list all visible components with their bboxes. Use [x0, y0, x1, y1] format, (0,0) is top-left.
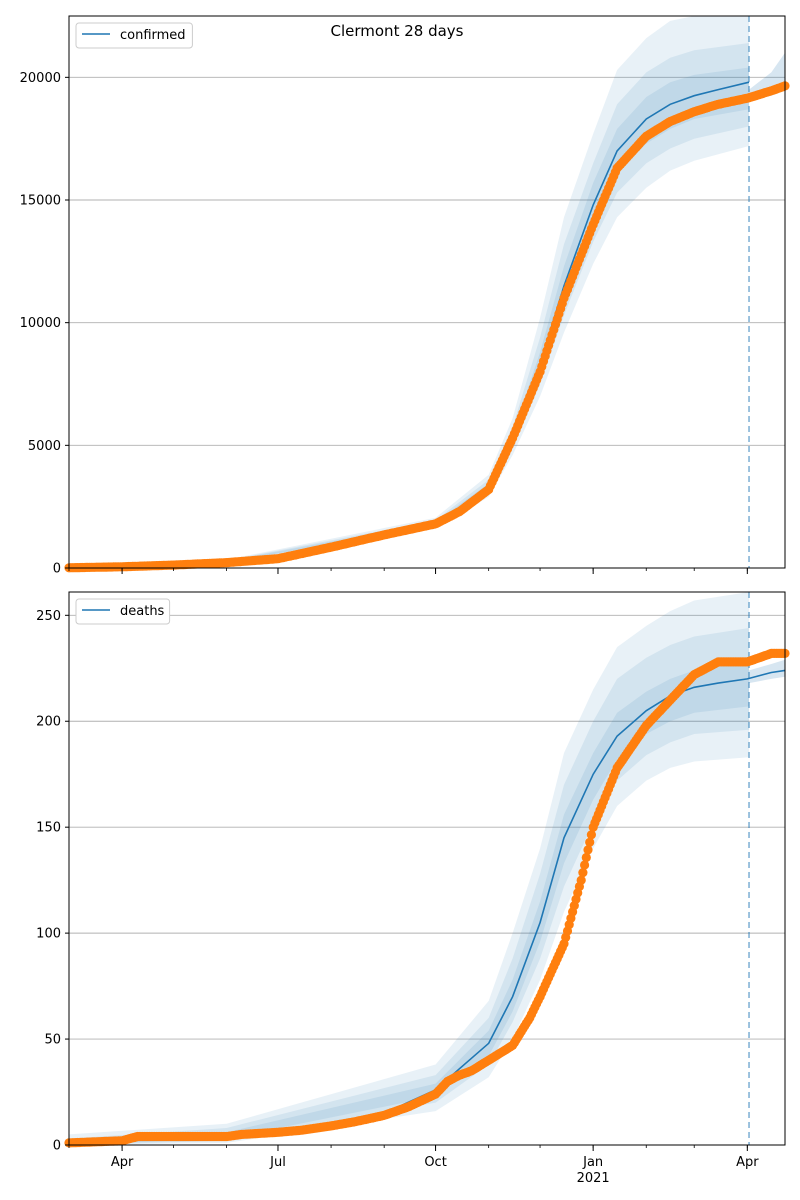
deaths-legend-label: deaths — [120, 604, 165, 619]
deaths-legend: deaths — [75, 598, 171, 625]
confirmed-legend-box — [75, 22, 193, 49]
confirmed-band-2 — [69, 67, 749, 568]
chart-title: Clermont 28 days — [331, 22, 464, 40]
x-tick-label-3: Jan — [582, 1155, 603, 1170]
deaths-y-tick-label-2: 100 — [36, 927, 61, 942]
deaths-axes-frame — [68, 591, 786, 1146]
x-tick-sublabel-3: 2021 — [577, 1171, 610, 1186]
confirmed-y-axis: 0 5000 10000 15000 20000 — [20, 71, 69, 577]
deaths-observed-point — [581, 852, 591, 863]
confirmed-y-tick-label-1: 5000 — [28, 439, 61, 454]
confirmed-axes-frame — [68, 15, 786, 569]
deaths-band-0 — [69, 592, 749, 1145]
deaths-observed-point — [585, 837, 595, 847]
deaths-y-tick-label-1: 50 — [44, 1033, 61, 1048]
confirmed-legend-label: confirmed — [120, 28, 186, 43]
deaths-y-tick-label-5: 250 — [36, 609, 61, 624]
confirmed-uncertainty-bands — [69, 16, 749, 568]
confirmed-band-1 — [69, 43, 749, 568]
deaths-y-tick-label-4: 200 — [36, 715, 61, 730]
deaths-legend-box — [75, 598, 171, 625]
deaths-gridlines — [69, 614, 785, 1040]
confirmed-y-tick-label-3: 15000 — [20, 194, 61, 209]
x-tick-label-4: Apr — [736, 1155, 759, 1170]
deaths-observed-point — [576, 875, 586, 885]
deaths-observed-point — [586, 830, 597, 840]
x-tick-label-1: Jul — [269, 1155, 286, 1170]
deaths-forecast — [748, 592, 785, 1145]
x-tick-label-0: Apr — [111, 1155, 134, 1170]
deaths-observed-point — [583, 845, 593, 855]
confirmed-panel: 0 5000 10000 15000 20000 confirmed — [20, 15, 790, 577]
confirmed-y-tick-label-4: 20000 — [20, 71, 61, 86]
deaths-observed-points — [64, 648, 790, 1148]
deaths-forecast-band — [749, 659, 785, 684]
deaths-observed-point — [580, 860, 590, 870]
deaths-y-tick-label-3: 150 — [36, 821, 61, 836]
confirmed-y-tick-label-0: 0 — [53, 562, 61, 577]
confirmed-legend: confirmed — [75, 22, 193, 49]
confirmed-gridlines — [69, 76, 785, 446]
deaths-uncertainty-bands — [69, 592, 749, 1145]
confirmed-y-tick-label-2: 10000 — [20, 316, 61, 331]
deaths-band-2 — [69, 661, 749, 1145]
deaths-y-axis: 0 50 100 150 200 250 — [36, 609, 69, 1154]
deaths-y-tick-label-0: 0 — [53, 1139, 61, 1154]
deaths-band-1 — [69, 628, 749, 1145]
x-tick-label-2: Oct — [424, 1155, 446, 1170]
deaths-observed-point — [578, 868, 588, 878]
confirmed-band-0 — [69, 16, 749, 568]
